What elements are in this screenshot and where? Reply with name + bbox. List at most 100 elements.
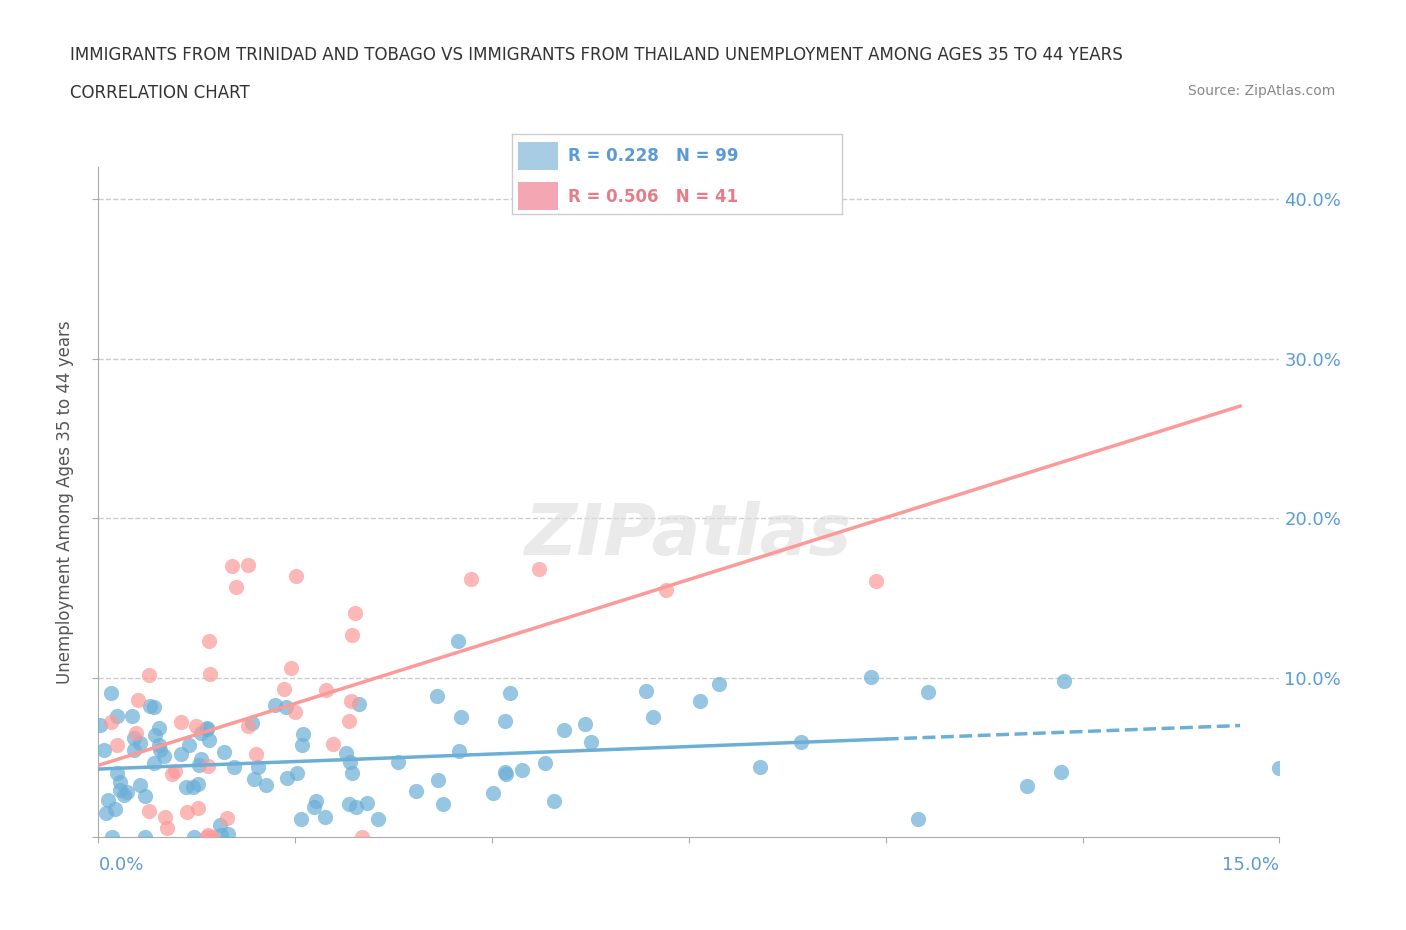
Point: [128, 777, 150, 792]
Point: [302, 800, 325, 815]
Point: [179, 737, 201, 752]
Point: [527, 562, 550, 577]
Point: [748, 759, 770, 774]
Point: [290, 811, 312, 826]
Point: [124, 742, 146, 757]
Point: [100, 830, 122, 844]
Point: [447, 633, 470, 648]
Point: [201, 830, 224, 844]
Point: [460, 572, 482, 587]
Point: [335, 746, 357, 761]
Point: [347, 697, 370, 711]
Point: [337, 713, 360, 728]
Point: [450, 710, 472, 724]
Point: [284, 705, 307, 720]
Point: [187, 777, 209, 791]
Point: [641, 710, 664, 724]
Point: [187, 757, 209, 772]
Point: [534, 755, 557, 770]
Point: [426, 689, 449, 704]
Point: [176, 804, 198, 819]
Point: [707, 676, 730, 691]
Point: [122, 730, 145, 745]
Point: [108, 775, 131, 790]
Point: [134, 830, 156, 844]
Point: [143, 755, 166, 770]
Point: [143, 727, 166, 742]
Point: [139, 698, 162, 713]
Point: [553, 723, 575, 737]
Point: [344, 800, 367, 815]
Point: [104, 802, 127, 817]
Point: [387, 754, 409, 769]
Point: [240, 716, 263, 731]
Point: [134, 789, 156, 804]
Point: [315, 682, 337, 697]
Point: [129, 736, 152, 751]
Point: [352, 830, 374, 844]
Point: [243, 772, 266, 787]
Text: 15.0%: 15.0%: [1222, 856, 1279, 874]
Point: [339, 797, 361, 812]
Point: [287, 765, 309, 780]
Point: [689, 693, 711, 708]
Point: [1268, 761, 1291, 776]
Point: [1053, 673, 1076, 688]
Point: [212, 745, 235, 760]
Point: [197, 758, 219, 773]
Point: [245, 747, 267, 762]
Point: [273, 682, 295, 697]
Point: [181, 779, 204, 794]
Point: [305, 793, 328, 808]
Point: [195, 830, 218, 844]
Point: [138, 668, 160, 683]
Point: [247, 759, 270, 774]
Point: [498, 685, 520, 700]
Point: [198, 733, 221, 748]
Point: [125, 726, 148, 741]
Point: [195, 722, 218, 737]
Point: [170, 715, 193, 730]
Point: [860, 670, 883, 684]
Point: [339, 755, 361, 770]
Point: [108, 783, 131, 798]
Point: [339, 694, 361, 709]
Text: 0.0%: 0.0%: [98, 856, 143, 874]
Point: [356, 795, 378, 810]
Point: [254, 777, 277, 792]
Point: [790, 735, 813, 750]
Point: [280, 661, 302, 676]
Point: [93, 742, 115, 757]
Point: [225, 580, 247, 595]
Point: [107, 737, 129, 752]
Point: [426, 772, 449, 787]
Point: [94, 806, 117, 821]
Point: [148, 721, 170, 736]
Point: [186, 719, 208, 734]
Point: [340, 628, 363, 643]
Point: [198, 634, 221, 649]
Point: [208, 817, 231, 832]
Point: [190, 726, 212, 741]
Point: [217, 811, 239, 826]
Text: R = 0.506   N = 41: R = 0.506 N = 41: [568, 188, 738, 206]
Point: [170, 747, 193, 762]
Point: [917, 684, 939, 699]
Point: [217, 827, 239, 842]
Point: [222, 760, 245, 775]
Point: [221, 559, 243, 574]
Text: CORRELATION CHART: CORRELATION CHART: [70, 84, 250, 101]
Point: [344, 605, 367, 620]
Text: ZIPatlas: ZIPatlas: [526, 501, 852, 570]
Point: [236, 558, 259, 573]
Point: [494, 714, 516, 729]
Point: [112, 788, 135, 803]
Point: [291, 737, 314, 752]
Point: [127, 693, 149, 708]
Point: [183, 830, 205, 844]
Bar: [519, 182, 558, 210]
Point: [1017, 779, 1039, 794]
Point: [115, 785, 138, 800]
Point: [574, 716, 596, 731]
Point: [195, 721, 218, 736]
